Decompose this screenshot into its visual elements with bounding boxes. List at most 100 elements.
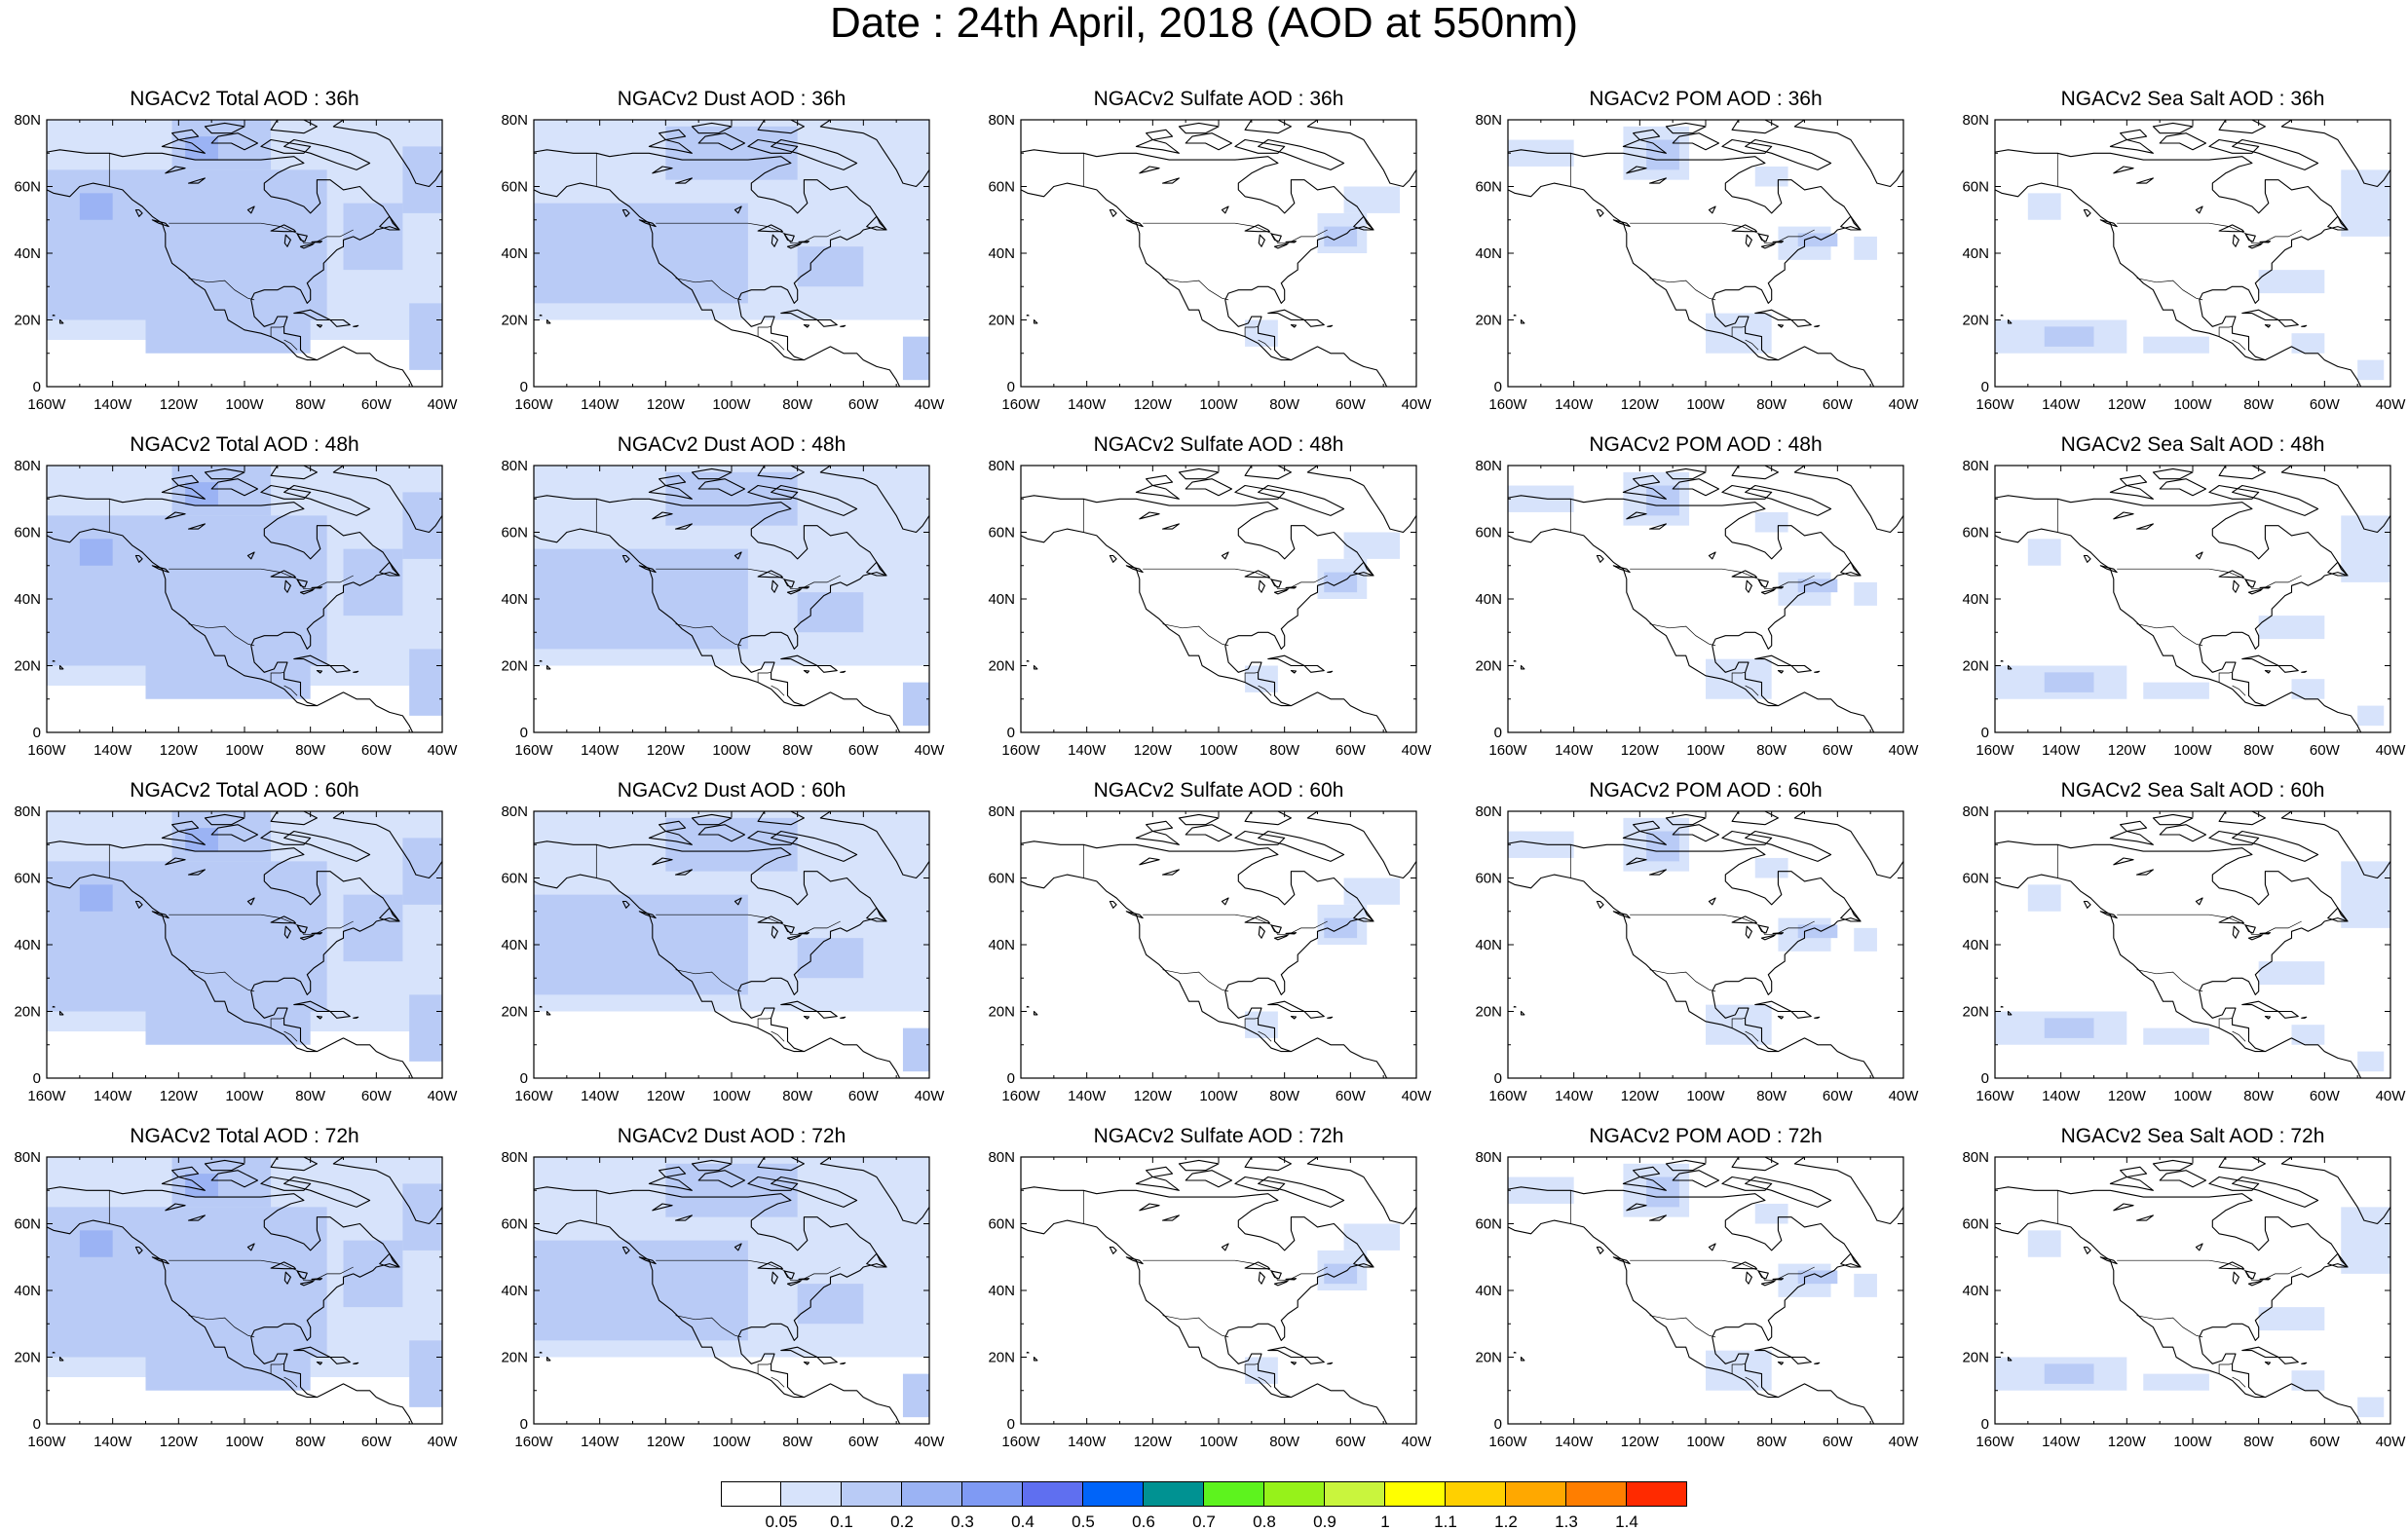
lon-tick-label: 40W bbox=[1889, 1088, 1920, 1104]
lat-tick-label: 20N bbox=[1962, 658, 1989, 675]
lat-tick-label: 0 bbox=[1494, 1070, 1502, 1087]
aod-map: 160W 140W 120W 100W 80W 60W 40W 0 20N 40N 60N 80N bbox=[501, 112, 945, 413]
political-borders bbox=[595, 1190, 841, 1388]
lat-tick-label: 80N bbox=[1962, 803, 1989, 820]
lon-tick-label: 100W bbox=[2173, 396, 2212, 413]
map-panel-pom-72h: NGACv2 POM AOD : 72h 160W 140W 120W 100W 80W 6… bbox=[1461, 1125, 1948, 1466]
aod-patch bbox=[2341, 1207, 2390, 1274]
map-panel-sulfate-36h: NGACv2 Sulfate AOD : 36h 160W 140W 120W 100W… bbox=[974, 88, 1461, 429]
lon-tick-label: 60W bbox=[848, 396, 880, 413]
panel-title: NGACv2 Sulfate AOD : 72h bbox=[1093, 1125, 1344, 1147]
map-panel-seasalt-72h: NGACv2 Sea Salt AOD : 72h 160W 140W 120W 100… bbox=[1948, 1125, 2408, 1466]
aod-patch bbox=[2143, 1027, 2209, 1045]
lon-tick-label: 100W bbox=[1686, 396, 1725, 413]
lon-tick-label: 160W bbox=[1975, 1088, 2014, 1104]
lon-tick-label: 100W bbox=[712, 1088, 751, 1104]
political-borders bbox=[108, 1190, 354, 1388]
lon-tick-label: 160W bbox=[514, 742, 553, 759]
lon-tick-label: 120W bbox=[2108, 742, 2147, 759]
lon-tick-label: 160W bbox=[514, 1434, 553, 1450]
colorbar-swatch bbox=[1446, 1481, 1506, 1507]
lat-tick-label: 20N bbox=[1475, 313, 1502, 329]
lon-tick-label: 120W bbox=[1621, 742, 1660, 759]
coastlines bbox=[1995, 466, 2390, 732]
lon-tick-label: 100W bbox=[225, 396, 264, 413]
lat-tick-label: 60N bbox=[501, 525, 528, 541]
lon-tick-label: 60W bbox=[361, 1088, 393, 1104]
lon-tick-label: 80W bbox=[2243, 1088, 2275, 1104]
aod-patch bbox=[797, 592, 864, 633]
lat-tick-label: 0 bbox=[520, 379, 528, 395]
lon-tick-label: 120W bbox=[1134, 396, 1173, 413]
coastlines bbox=[1995, 1157, 2390, 1424]
lat-tick-label: 0 bbox=[33, 1416, 41, 1433]
lat-tick-label: 60N bbox=[501, 871, 528, 887]
lat-tick-label: 40N bbox=[988, 591, 1015, 608]
coastlines bbox=[47, 466, 442, 732]
lat-tick-label: 80N bbox=[1962, 1149, 1989, 1166]
aod-field bbox=[1021, 1157, 1416, 1424]
lat-tick-label: 20N bbox=[501, 658, 528, 675]
lon-tick-label: 60W bbox=[361, 742, 393, 759]
lon-tick-label: 160W bbox=[1488, 1088, 1527, 1104]
lat-tick-label: 60N bbox=[988, 1216, 1015, 1233]
lat-tick-label: 80N bbox=[1962, 112, 1989, 129]
lat-tick-label: 80N bbox=[1475, 112, 1502, 129]
axis-ticks bbox=[1020, 1156, 1417, 1425]
lon-tick-label: 40W bbox=[1889, 742, 1920, 759]
map-panel-pom-36h: NGACv2 POM AOD : 36h 160W 140W 120W 100W 80W 6… bbox=[1461, 88, 1948, 429]
aod-patch bbox=[402, 146, 442, 213]
axis-ticks bbox=[1020, 465, 1417, 733]
aod-map: 160W 140W 120W 100W 80W 60W 40W 0 20N 40N 60N 80N bbox=[988, 458, 1432, 759]
aod-patch bbox=[902, 682, 929, 727]
lat-tick-label: 60N bbox=[1962, 179, 1989, 196]
lon-tick-label: 140W bbox=[581, 1088, 620, 1104]
colorbar-swatch bbox=[781, 1481, 842, 1507]
lon-tick-label: 160W bbox=[514, 1088, 553, 1104]
coastlines bbox=[1508, 120, 1903, 387]
lon-tick-label: 160W bbox=[27, 742, 66, 759]
lon-tick-label: 120W bbox=[1621, 1434, 1660, 1450]
aod-patch bbox=[2357, 1397, 2385, 1418]
panel-title: NGACv2 Dust AOD : 36h bbox=[617, 88, 847, 110]
aod-patch bbox=[1343, 532, 1401, 559]
political-borders bbox=[1082, 153, 1328, 351]
political-borders bbox=[595, 153, 841, 351]
aod-field bbox=[1995, 1157, 2390, 1424]
colorbar-label: 0.05 bbox=[765, 1512, 798, 1531]
lon-tick-label: 60W bbox=[361, 1434, 393, 1450]
aod-patch bbox=[1854, 1273, 1877, 1297]
aod-patch bbox=[409, 994, 442, 1062]
colorbar-swatch bbox=[1385, 1481, 1446, 1507]
lat-tick-label: 40N bbox=[1475, 937, 1502, 953]
lat-tick-label: 80N bbox=[501, 803, 528, 820]
lon-tick-label: 100W bbox=[1686, 1434, 1725, 1450]
political-borders bbox=[1569, 499, 1815, 696]
lat-tick-label: 80N bbox=[1962, 458, 1989, 474]
lon-tick-label: 140W bbox=[94, 396, 132, 413]
axis-ticks bbox=[1994, 810, 2391, 1079]
lat-tick-label: 0 bbox=[520, 1070, 528, 1087]
lat-tick-label: 40N bbox=[988, 937, 1015, 953]
map-panel-sulfate-72h: NGACv2 Sulfate AOD : 72h 160W 140W 120W 100W… bbox=[974, 1125, 1461, 1466]
aod-patch bbox=[902, 1027, 929, 1072]
aod-map: 160W 140W 120W 100W 80W 60W 40W 0 20N 40N 60N 80N bbox=[1962, 1149, 2407, 1450]
panel-title: NGACv2 Dust AOD : 60h bbox=[617, 779, 847, 802]
aod-patch bbox=[2044, 1363, 2094, 1384]
aod-patch bbox=[79, 884, 113, 912]
aod-patch bbox=[1754, 511, 1788, 533]
aod-map: 160W 140W 120W 100W 80W 60W 40W 0 20N 40N 60N 80N bbox=[1475, 1149, 1919, 1450]
aod-field bbox=[1021, 811, 1416, 1078]
lon-tick-label: 120W bbox=[647, 1088, 686, 1104]
lon-tick-label: 40W bbox=[2376, 1434, 2407, 1450]
lat-tick-label: 60N bbox=[988, 871, 1015, 887]
aod-map: 160W 140W 120W 100W 80W 60W 40W 0 20N 40N 60N 80N bbox=[501, 803, 945, 1104]
map-panel-seasalt-36h: NGACv2 Sea Salt AOD : 36h 160W 140W 120W 100… bbox=[1948, 88, 2408, 429]
aod-patch bbox=[1646, 485, 1679, 516]
aod-patch bbox=[2357, 359, 2385, 381]
lon-tick-label: 140W bbox=[2042, 1088, 2081, 1104]
lon-tick-label: 140W bbox=[1555, 396, 1594, 413]
lat-tick-label: 60N bbox=[988, 525, 1015, 541]
lat-tick-label: 40N bbox=[1475, 591, 1502, 608]
aod-field bbox=[1995, 120, 2390, 387]
